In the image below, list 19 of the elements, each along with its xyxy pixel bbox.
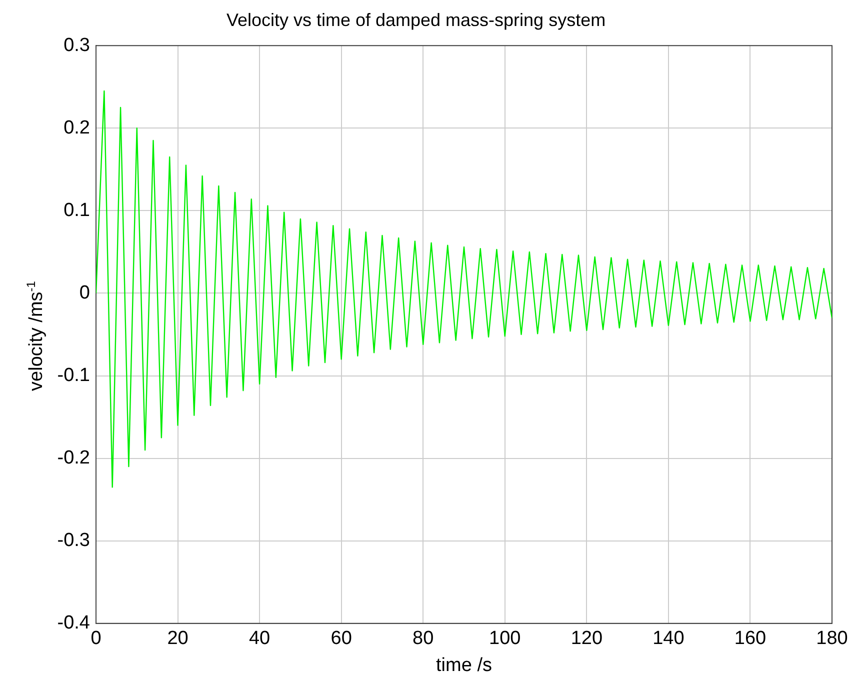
y-tick-label: 0.2 <box>64 117 90 138</box>
chart-title: Velocity vs time of damped mass-spring system <box>226 10 606 30</box>
y-tick-label: -0.2 <box>57 448 90 469</box>
y-tick-label: -0.3 <box>57 530 90 552</box>
x-tick-label: 160 <box>734 628 766 650</box>
x-tick-label: 20 <box>167 628 188 650</box>
x-tick-label: 100 <box>489 628 521 650</box>
x-axis-title: time /s <box>436 654 492 676</box>
y-tick-label: -0.4 <box>57 612 90 634</box>
x-tick-label: 140 <box>652 628 684 650</box>
y-tick-label: 0.3 <box>64 34 90 56</box>
x-tick-label: 80 <box>412 628 434 650</box>
y-tick-label: -0.1 <box>57 365 90 386</box>
x-tick-label: 120 <box>570 628 603 650</box>
x-tick-label: 40 <box>248 628 270 650</box>
x-tick-label: 180 <box>816 628 848 650</box>
y-tick-label: 0 <box>79 282 90 304</box>
y-tick-label: 0.1 <box>64 200 90 221</box>
x-tick-label: 60 <box>330 628 352 650</box>
